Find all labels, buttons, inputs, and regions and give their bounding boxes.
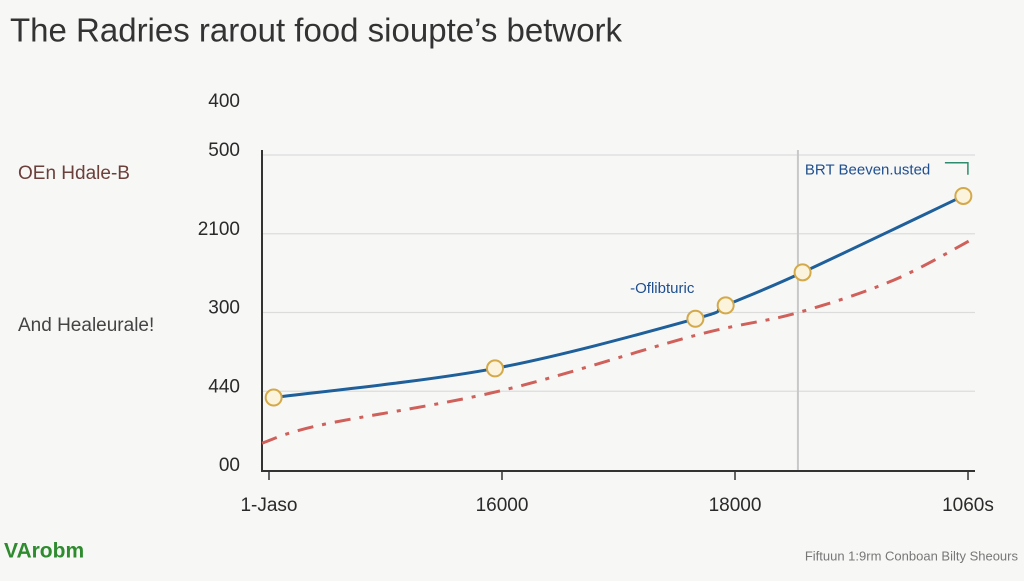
line	[273, 194, 964, 400]
y-tick-label: 00	[219, 455, 240, 476]
y-tick-label: 300	[208, 298, 240, 319]
chart-title: The Radries rarout food sioupte’s betwor…	[10, 12, 623, 49]
y-tick-label: 500	[208, 140, 240, 161]
x-tick-label: 16000	[476, 495, 529, 516]
side-label: And Healeurale!	[18, 315, 154, 336]
marker	[793, 263, 812, 282]
footer-right: Fiftuun 1:9rm Conboan Bilty Sheours	[805, 548, 1019, 563]
footer-left: VArobm	[4, 540, 84, 563]
marker	[264, 388, 283, 407]
y-tick-label: 2100	[198, 219, 240, 240]
annotation: -Oflibturic	[630, 280, 695, 297]
marker	[486, 359, 505, 378]
x-tick-label: 1060s	[942, 495, 994, 516]
y-top-label: 400	[208, 91, 240, 112]
line	[261, 236, 976, 445]
marker	[716, 296, 735, 315]
marker	[954, 186, 973, 205]
annotation: BRT Beeven.usted	[805, 162, 930, 179]
annotation-bracket	[944, 162, 969, 175]
marker	[686, 309, 705, 328]
x-tick-label: 1-Jaso	[240, 495, 297, 516]
side-label: OEn Hdale-B	[18, 163, 130, 184]
x-tick-label: 18000	[709, 495, 762, 516]
y-tick-label: 440	[208, 376, 240, 397]
